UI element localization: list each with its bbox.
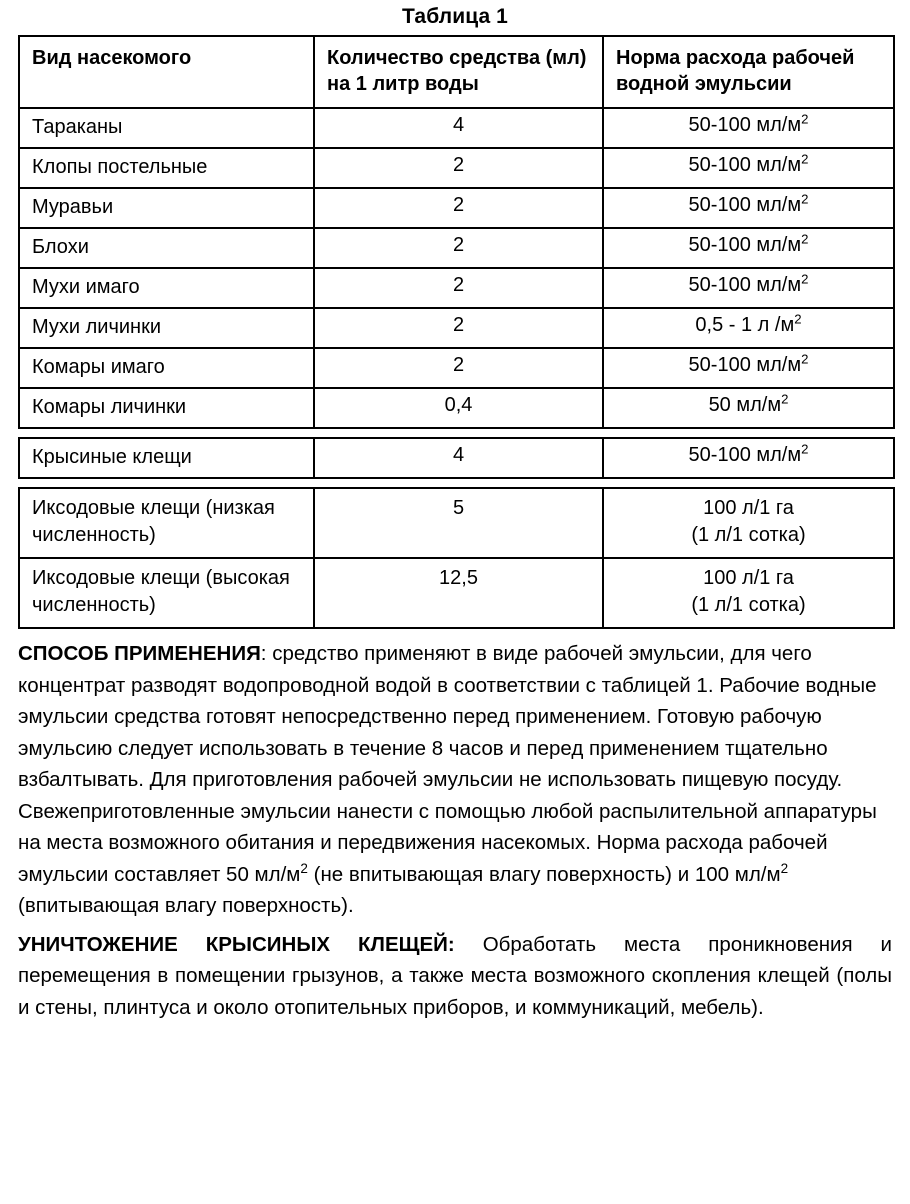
heading-separator: : — [260, 642, 273, 665]
cell-insect: Крысиные клещи — [18, 437, 315, 479]
cell-dose: 2 — [313, 307, 604, 349]
table-row: Крысиные клещи 4 50-100 мл/м2 — [18, 437, 895, 479]
cell-rate: 50-100 мл/м2 — [602, 227, 895, 269]
column-header-insect: Вид насекомого — [18, 35, 315, 109]
rate-text: 50-100 мл/м — [688, 274, 802, 296]
rate-superscript: 2 — [801, 271, 809, 287]
cell-dose: 0,4 — [313, 387, 604, 429]
cell-insect: Блохи — [18, 227, 315, 269]
rate-text: 50-100 мл/м — [688, 154, 802, 176]
cell-dose: 2 — [313, 227, 604, 269]
dosage-table-main: Вид насекомого Количество средства (мл) … — [18, 35, 895, 429]
cell-insect: Иксодовые клещи (низкая численность) — [18, 487, 315, 559]
cell-dose: 2 — [313, 347, 604, 389]
table-row: Тараканы 4 50-100 мл/м2 — [18, 107, 895, 149]
cell-rate: 100 л/1 га (1 л/1 сотка) — [602, 487, 895, 559]
rate-line-2: (1 л/1 сотка) — [691, 594, 806, 616]
cell-insect: Комары имаго — [18, 347, 315, 389]
dosage-table-ixodid-ticks: Иксодовые клещи (низкая численность) 5 1… — [18, 487, 895, 629]
cell-rate: 50-100 мл/м2 — [602, 267, 895, 309]
body-superscript-2: 2 — [780, 860, 789, 876]
cell-insect: Мухи имаго — [18, 267, 315, 309]
column-header-dose: Количество средства (мл) на 1 литр воды — [313, 35, 604, 109]
cell-dose: 4 — [313, 437, 604, 479]
cell-rate: 50-100 мл/м2 — [602, 437, 895, 479]
cell-dose: 2 — [313, 187, 604, 229]
table-row: Блохи 2 50-100 мл/м2 — [18, 227, 895, 269]
rate-superscript: 2 — [794, 311, 802, 327]
section-heading-method: СПОСОБ ПРИМЕНЕНИЯ — [18, 642, 261, 665]
cell-insect: Клопы постельные — [18, 147, 315, 189]
page-title: Таблица 1 — [402, 5, 508, 28]
section-body-part-3: (впитывающая влагу поверхность). — [18, 894, 354, 917]
section-rat-mite-extermination: УНИЧТОЖЕНИЕ КРЫСИНЫХ КЛЕЩЕЙ: Обработать … — [18, 922, 892, 1024]
cell-insect: Мухи личинки — [18, 307, 315, 349]
rate-line-2: (1 л/1 сотка) — [691, 524, 806, 546]
cell-dose: 12,5 — [313, 557, 604, 629]
cell-rate: 0,5 - 1 л /м2 — [602, 307, 895, 349]
body-superscript-1: 2 — [300, 860, 308, 876]
cell-dose: 2 — [313, 147, 604, 189]
rate-superscript: 2 — [801, 151, 809, 167]
cell-rate: 50-100 мл/м2 — [602, 187, 895, 229]
table-row: Иксодовые клещи (низкая численность) 5 1… — [18, 487, 895, 559]
cell-dose: 4 — [313, 107, 604, 149]
cell-insect: Комары личинки — [18, 387, 315, 429]
section-body-part-2: (не впитывающая влагу поверхность) и 100… — [307, 862, 781, 886]
rate-text: 50 мл/м — [708, 394, 782, 416]
rate-superscript: 2 — [801, 351, 809, 367]
table-row: Муравьи 2 50-100 мл/м2 — [18, 187, 895, 229]
rate-text: 50-100 мл/м — [688, 114, 802, 136]
table-row: Иксодовые клещи (высокая численность) 12… — [18, 557, 895, 629]
section-method-of-application: СПОСОБ ПРИМЕНЕНИЯ: средство применяют в … — [18, 629, 892, 922]
cell-rate: 50-100 мл/м2 — [602, 347, 895, 389]
cell-insect: Иксодовые клещи (высокая численность) — [18, 557, 315, 629]
cell-rate: 50-100 мл/м2 — [602, 147, 895, 189]
rate-superscript: 2 — [781, 391, 789, 407]
cell-insect: Муравьи — [18, 187, 315, 229]
cell-rate: 50 мл/м2 — [602, 387, 895, 429]
rate-line-1: 100 л/1 га — [703, 497, 794, 519]
cell-rate: 100 л/1 га (1 л/1 сотка) — [602, 557, 895, 629]
rate-text: 50-100 мл/м — [688, 444, 802, 466]
table-row: Комары имаго 2 50-100 мл/м2 — [18, 347, 895, 389]
cell-dose: 5 — [313, 487, 604, 559]
cell-rate: 50-100 мл/м2 — [602, 107, 895, 149]
cell-dose: 2 — [313, 267, 604, 309]
table-row: Мухи личинки 2 0,5 - 1 л /м2 — [18, 307, 895, 349]
rate-text: 50-100 мл/м — [688, 354, 802, 376]
column-header-rate: Норма расхода рабочей водной эмульсии — [602, 35, 895, 109]
table-row: Мухи имаго 2 50-100 мл/м2 — [18, 267, 895, 309]
section-heading-rat-mites: УНИЧТОЖЕНИЕ КРЫСИНЫХ КЛЕЩЕЙ: — [18, 932, 455, 956]
table-row: Клопы постельные 2 50-100 мл/м2 — [18, 147, 895, 189]
rate-superscript: 2 — [801, 111, 809, 127]
rate-superscript: 2 — [801, 441, 809, 457]
section-body-part-1: средство применяют в виде рабочей эмульс… — [18, 642, 877, 886]
dosage-table-rat-mites: Крысиные клещи 4 50-100 мл/м2 — [18, 437, 895, 479]
rate-text: 50-100 мл/м — [688, 194, 802, 216]
table-row: Комары личинки 0,4 50 мл/м2 — [18, 387, 895, 429]
heading-separator — [455, 933, 483, 956]
rate-superscript: 2 — [801, 231, 809, 247]
rate-superscript: 2 — [801, 191, 809, 207]
table-header-row: Вид насекомого Количество средства (мл) … — [18, 35, 895, 109]
cell-insect: Тараканы — [18, 107, 315, 149]
section-body-rat-mites: Обработать места проникновения и перемещ… — [18, 932, 892, 1019]
rate-line-1: 100 л/1 га — [703, 567, 794, 589]
rate-text: 0,5 - 1 л /м — [695, 314, 795, 336]
rate-text: 50-100 мл/м — [688, 234, 802, 256]
